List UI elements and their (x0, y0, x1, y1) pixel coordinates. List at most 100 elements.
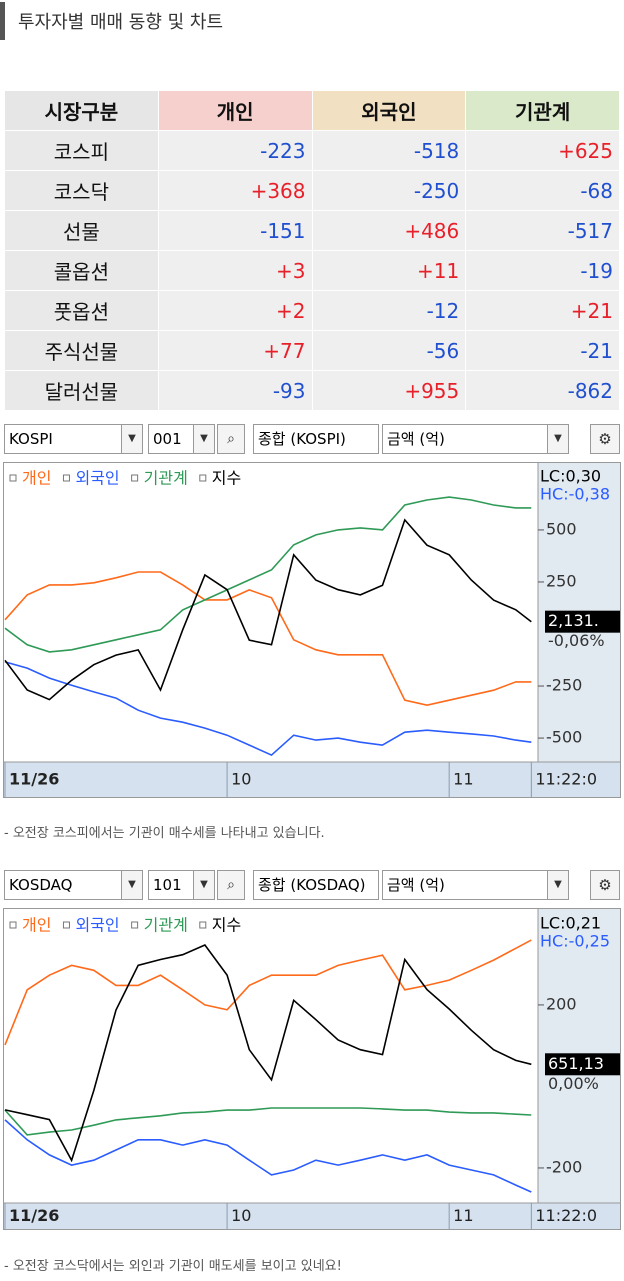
market-select[interactable]: KOSDAQ (4, 870, 122, 900)
net-amount: +77 (157, 330, 313, 371)
net-amount: -21 (465, 330, 620, 371)
market-name: 풋옵션 (4, 290, 159, 331)
caption: - 오전장 코스닥에서는 외인과 기관이 매도세를 보이고 있네요! (4, 1259, 342, 1274)
legend-swatch (199, 474, 207, 482)
market-name: 코스피 (4, 130, 159, 171)
table-row: 선물 -151 +486 -517 (4, 210, 620, 251)
legend-label: 개인 (22, 916, 51, 935)
y-tick-label: 200 (546, 994, 577, 1013)
legend-swatch (62, 921, 70, 929)
plot-area (3, 462, 538, 762)
series-line (4, 939, 532, 1046)
value-tag (545, 610, 620, 633)
dropdown-button[interactable]: ▼ (193, 870, 215, 900)
column-header: 기관계 (465, 90, 620, 131)
net-amount: -518 (311, 130, 467, 171)
net-amount: +368 (157, 170, 313, 211)
market-name: 선물 (4, 210, 159, 251)
market-name: 주식선물 (4, 330, 159, 371)
market-select[interactable]: KOSPI (4, 424, 122, 454)
dropdown-button[interactable]: ▼ (547, 870, 569, 900)
x-tick-label: 11/26 (9, 770, 59, 789)
hc-label: HC:-0,38 (540, 485, 610, 504)
net-amount: +2 (157, 290, 313, 331)
legend-label: 개인 (22, 469, 51, 488)
value-tag (545, 1053, 620, 1076)
code-select[interactable]: 101 (148, 870, 194, 900)
dropdown-button[interactable]: ▼ (193, 424, 215, 454)
dropdown-button[interactable]: ▼ (547, 424, 569, 454)
search-button[interactable]: ⌕ (217, 424, 245, 454)
chart-frame (3, 462, 621, 798)
net-amount: -68 (465, 170, 620, 211)
column-header: 외국인 (311, 90, 467, 131)
table-row: 코스피 -223 -518 +625 (4, 130, 620, 171)
kospi-chart: 500 250 -250 -500 11/26 10 11 11:22:0 개인 외국인 기관계 지수… (3, 462, 621, 798)
net-amount: +486 (311, 210, 467, 251)
net-amount: -12 (311, 290, 467, 331)
column-header: 시장구분 (4, 90, 159, 131)
legend-swatch (131, 921, 139, 929)
net-amount: -223 (157, 130, 313, 171)
dropdown-button[interactable]: ▼ (121, 870, 143, 900)
net-amount: -56 (311, 330, 467, 371)
series-line (4, 496, 532, 653)
code-select[interactable]: 001 (148, 424, 194, 454)
y-tick-label: -250 (546, 676, 582, 695)
legend-label: 기관계 (144, 916, 188, 935)
plot-area (3, 908, 538, 1203)
net-amount: -862 (465, 370, 620, 411)
x-tick-label: 10 (231, 770, 251, 789)
lc-label: LC:0,30 (540, 467, 601, 486)
chart-frame (3, 908, 621, 1230)
legend-swatch (9, 921, 17, 929)
legend-swatch (199, 921, 207, 929)
dropdown-button[interactable]: ▼ (121, 424, 143, 454)
series-line (4, 1107, 532, 1136)
net-amount: -250 (311, 170, 467, 211)
settings-button[interactable]: ⚙ (590, 870, 620, 900)
hc-label: HC:-0,25 (540, 932, 610, 951)
legend-label: 지수 (212, 469, 241, 488)
legend-swatch (9, 474, 17, 482)
time-strip (3, 762, 620, 798)
unit-select[interactable]: 금액 (억) (382, 870, 548, 900)
settings-button[interactable]: ⚙ (590, 424, 620, 454)
y-tick-label: 250 (546, 571, 577, 590)
x-tick-label: 11:22:0 (535, 770, 597, 789)
search-button[interactable]: ⌕ (217, 870, 245, 900)
legend-label: 기관계 (144, 469, 188, 488)
legend-label: 외국인 (75, 916, 119, 935)
net-amount: -93 (157, 370, 313, 411)
net-amount: +21 (465, 290, 620, 331)
page-title: 투자자별 매매 동향 및 차트 (18, 12, 224, 33)
index-name: 종합 (KOSPI) (253, 424, 379, 454)
legend-swatch (131, 474, 139, 482)
table-row: 주식선물 +77 -56 -21 (4, 330, 620, 371)
net-amount: +3 (157, 250, 313, 291)
x-tick-label: 11:22:0 (535, 1206, 597, 1225)
net-amount: -517 (465, 210, 620, 251)
y-tick-label: 500 (546, 519, 577, 538)
net-amount: +955 (311, 370, 467, 411)
value-tag-label: 651,13 (548, 1054, 604, 1073)
unit-select[interactable]: 금액 (억) (382, 424, 548, 454)
table-row: 달러선물 -93 +955 -862 (4, 370, 620, 411)
caption: - 오전장 코스피에서는 기관이 매수세를 나타내고 있습니다. (4, 826, 325, 841)
market-name: 코스닥 (4, 170, 159, 211)
kosdaq-chart: 200 -200 11/26 10 11 11:22:0 개인 외국인 기관계 지수 LC:0,21… (3, 908, 621, 1230)
y-tick-label: -500 (546, 728, 582, 747)
net-amount: -151 (157, 210, 313, 251)
series-line (4, 661, 532, 757)
table-row: 풋옵션 +2 -12 +21 (4, 290, 620, 331)
investor-table: 시장구분 개인 외국인 기관계 코스피 -223 -518 +625 코스닥 +368 -250 -6… (4, 90, 620, 411)
header-row: 시장구분 개인 외국인 기관계 (4, 90, 620, 131)
table-row: 콜옵션 +3 +11 -19 (4, 250, 620, 291)
table-row: 코스닥 +368 -250 -68 (4, 170, 620, 211)
change-label: 0,00% (548, 1074, 599, 1093)
series-line (4, 1119, 532, 1193)
lc-label: LC:0,21 (540, 914, 601, 933)
x-tick-label: 11 (453, 1206, 473, 1225)
market-name: 달러선물 (4, 370, 159, 411)
